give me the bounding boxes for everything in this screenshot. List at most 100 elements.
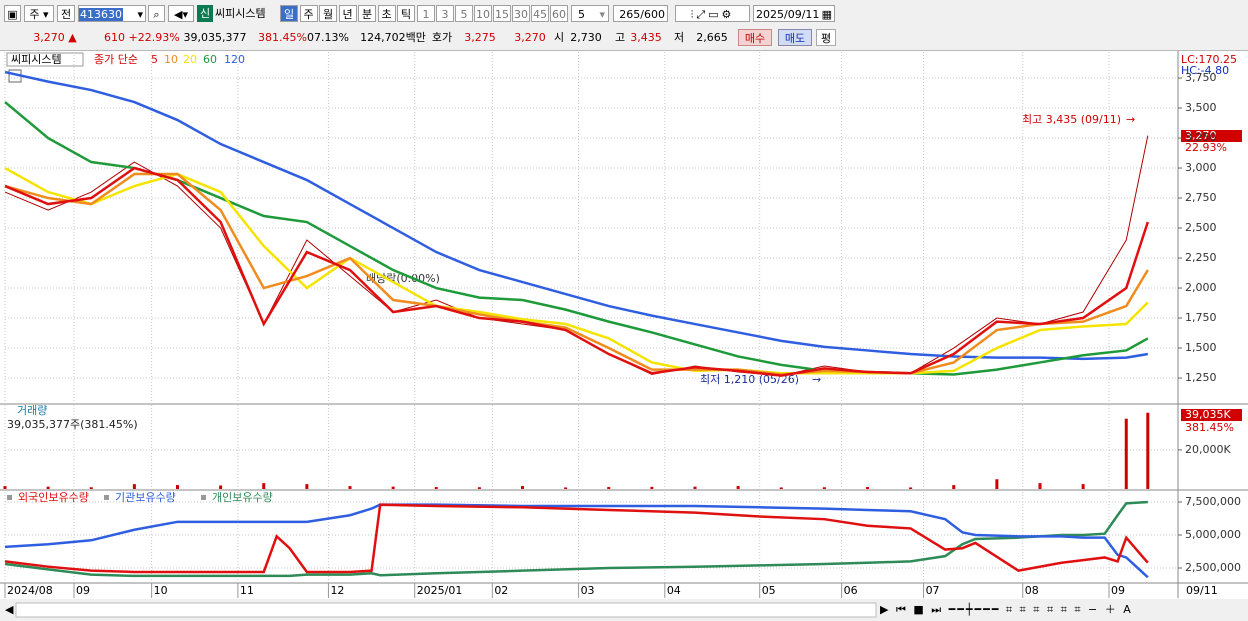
volume-bar [779, 487, 783, 489]
volume-bar [219, 485, 223, 489]
x-tick-label: 03 [581, 584, 595, 597]
x-tick-label: 2024/08 [7, 584, 53, 597]
interval-button[interactable]: 15 [493, 5, 511, 22]
volume-ratio: 381.45% [258, 31, 307, 44]
high-arrow: → [1126, 113, 1135, 126]
code-input[interactable]: 413630 ▾ [78, 5, 146, 22]
period-tab[interactable]: 월 [319, 5, 337, 22]
legend-entry: 5 [151, 53, 158, 66]
legend-marker [7, 495, 12, 500]
interval-button[interactable]: 10 [474, 5, 492, 22]
open-label: 시 [553, 31, 565, 44]
y-tick-label: 1,750 [1185, 311, 1217, 324]
legend-entry: 20 [183, 53, 197, 66]
volume-bar [305, 484, 309, 489]
period-tab[interactable]: 초 [377, 5, 396, 22]
avg-button[interactable]: 평 [816, 29, 836, 46]
legend-prefix: 종가 단순 [94, 53, 138, 66]
count-max: /600 [640, 8, 665, 21]
x-tick-label: 2025/01 [417, 584, 463, 597]
volume: 39,035,377 [183, 31, 247, 44]
legend-entry: 10 [164, 53, 178, 66]
low: 2,665 [696, 31, 728, 44]
period-tab[interactable]: 분 [358, 5, 376, 22]
code: 413630 [79, 8, 123, 21]
count-input[interactable]: 265/600 [613, 5, 668, 22]
x-tick-label: 09 [1111, 584, 1125, 597]
change-label: 22.93% [1185, 141, 1227, 154]
volume-bar [866, 487, 869, 489]
buy-button[interactable]: 매수 [738, 29, 772, 46]
period-tab[interactable]: 주 [299, 5, 318, 22]
new-badge: 신 [197, 5, 213, 22]
y-tick-label: 20,000K [1185, 443, 1231, 456]
price: 3,270 ▲ [30, 29, 80, 46]
interval-button[interactable]: 1 [417, 5, 435, 22]
volume-bar [132, 484, 136, 489]
change: 610 +22.93% [104, 29, 180, 46]
scroll-left[interactable]: ◀ [5, 603, 14, 616]
interval-button[interactable]: 30 [512, 5, 530, 22]
period-tab[interactable]: 틱 [397, 5, 415, 22]
x-tick-label: 07 [926, 584, 940, 597]
sell-button[interactable]: 매도 [778, 29, 812, 46]
y-tick-label: 1,500 [1185, 341, 1217, 354]
period-tab[interactable]: 일 [280, 5, 298, 22]
scroll-track[interactable] [15, 602, 877, 618]
low-annotation: 최저 1,210 (05/26) [700, 373, 799, 386]
series-line [4, 172, 1149, 376]
high: 3,435 [630, 31, 662, 44]
volume-bar [909, 487, 913, 489]
y-tick-label: 2,750 [1185, 191, 1217, 204]
volume-bar [176, 485, 179, 489]
search-button[interactable]: ⌕ [148, 5, 165, 22]
menu-icon[interactable]: ▣ [4, 5, 21, 22]
up-arrow: ▲ [68, 31, 77, 44]
prev-button[interactable]: 전 [57, 5, 75, 22]
y-tick-label: 7,500,000 [1185, 495, 1241, 508]
tool-icons[interactable]: ⫶⤢▭⚙ [675, 5, 750, 22]
period-tab[interactable]: 년 [338, 5, 357, 22]
series-line [4, 503, 1149, 579]
legend-entry: 기관보유수량 [115, 491, 176, 504]
volume-bar [434, 487, 438, 489]
volume-bar [1124, 418, 1128, 489]
change-value: 610 [104, 31, 125, 44]
x-tick-label: 06 [844, 584, 858, 597]
volume-bar [736, 486, 740, 489]
y-tick-label: 3,000 [1185, 161, 1217, 174]
volume-bar [693, 486, 697, 489]
last-price-label: 3,270 [1185, 129, 1217, 142]
series-line [4, 503, 1149, 574]
legend-box [6, 52, 84, 67]
volume-bar [89, 487, 93, 489]
date-input[interactable]: 2025/09/11 ▦ [753, 5, 835, 22]
legend-entry: 60 [203, 53, 217, 66]
sound-button[interactable]: ◀▾ [168, 5, 194, 22]
x-tick-label: 12 [330, 584, 344, 597]
volume-bar [477, 487, 481, 489]
period-select[interactable]: 주 ▾ [24, 5, 54, 22]
interval-button[interactable]: 5 [455, 5, 473, 22]
legend-entry: 120 [224, 53, 245, 66]
y-tick-label: 5,000,000 [1185, 528, 1241, 541]
interval-select[interactable]: 5 ▾ [571, 5, 609, 22]
interval-button[interactable]: 45 [531, 5, 549, 22]
scroll-controls[interactable]: ▶ ⏮ ■ ⏭ ━━┿━━━ ⌗ ⌗ ⌗ ⌗ ⌗ ⌗ − ＋ A [880, 602, 1133, 616]
low-arrow: → [812, 373, 821, 386]
series-line [4, 166, 1149, 375]
chart-title: 씨피시스템 [11, 53, 62, 66]
series-line [4, 70, 1149, 361]
bid-price: 3,270 [514, 31, 546, 44]
interval-button[interactable]: 3 [436, 5, 454, 22]
date: 2025/09/11 [756, 8, 820, 21]
x-tick-label: 10 [154, 584, 168, 597]
bid-label: 호가 [431, 31, 453, 44]
interval-button[interactable]: 60 [550, 5, 568, 22]
volume-bar [1081, 484, 1085, 489]
x-tick-label: 02 [494, 584, 508, 597]
interval-value: 5 [578, 8, 585, 21]
change-pct: +22.93% [128, 31, 180, 44]
y-tick-label: 3,750 [1185, 71, 1217, 84]
